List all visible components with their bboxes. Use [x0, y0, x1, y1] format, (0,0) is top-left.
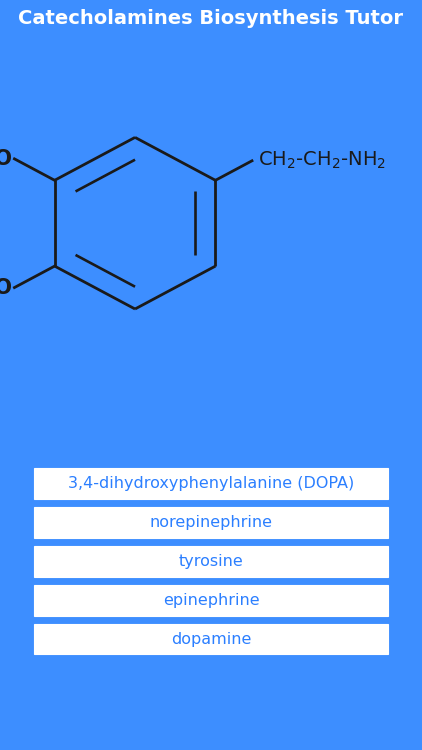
- FancyBboxPatch shape: [34, 468, 388, 499]
- Text: norepinephrine: norepinephrine: [149, 515, 273, 530]
- Text: Catecholamines Biosynthesis Tutor: Catecholamines Biosynthesis Tutor: [19, 8, 403, 28]
- Text: dopamine: dopamine: [171, 632, 251, 646]
- FancyBboxPatch shape: [34, 507, 388, 538]
- Text: epinephrine: epinephrine: [163, 592, 259, 608]
- Text: tyrosine: tyrosine: [179, 554, 243, 568]
- FancyBboxPatch shape: [34, 585, 388, 616]
- FancyBboxPatch shape: [34, 624, 388, 655]
- Text: HO: HO: [0, 278, 12, 298]
- Text: 3,4-dihydroxyphenylalanine (DOPA): 3,4-dihydroxyphenylalanine (DOPA): [68, 476, 354, 491]
- FancyBboxPatch shape: [34, 546, 388, 577]
- Text: HO: HO: [0, 148, 12, 169]
- Text: $\mathsf{CH_2}$-$\mathsf{CH_2}$-$\mathsf{NH_2}$: $\mathsf{CH_2}$-$\mathsf{CH_2}$-$\mathsf…: [258, 150, 387, 172]
